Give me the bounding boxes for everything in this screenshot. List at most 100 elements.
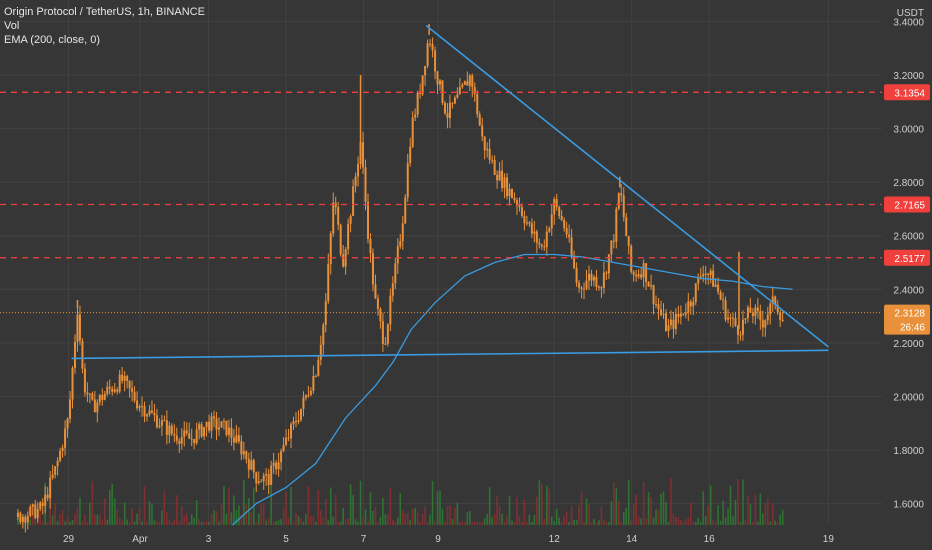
candle-body xyxy=(255,472,258,484)
candle-body xyxy=(565,227,568,235)
volume-bar xyxy=(382,497,384,525)
candle-body xyxy=(446,113,449,118)
candle-body xyxy=(453,97,456,104)
volume-bar xyxy=(754,494,757,525)
candle-body xyxy=(262,475,265,482)
candle-body xyxy=(515,200,518,206)
volume-bar xyxy=(285,492,287,525)
volume-bar xyxy=(637,516,640,525)
candle-body xyxy=(506,177,509,197)
candle-body xyxy=(563,219,566,228)
volume-bar xyxy=(570,506,573,525)
candle-body xyxy=(625,217,628,237)
level-tag-label: 2.7165 xyxy=(894,201,925,212)
volume-bar xyxy=(541,483,543,525)
volume-bar xyxy=(747,495,749,525)
candle-body xyxy=(416,92,419,115)
volume-bar xyxy=(508,495,511,525)
candle-body xyxy=(185,430,188,434)
volume-bar xyxy=(302,521,305,525)
candle-body xyxy=(376,298,379,309)
volume-bar xyxy=(545,485,548,525)
candle-body xyxy=(76,314,79,342)
volume-bar xyxy=(153,520,156,525)
candle-body xyxy=(143,406,146,417)
candle-body xyxy=(111,388,114,392)
candle-body xyxy=(374,284,377,299)
candle-body xyxy=(280,451,283,463)
volume-bar xyxy=(431,480,434,525)
volume-bar xyxy=(205,520,208,525)
candle-body xyxy=(652,285,655,305)
x-tick-label: 12 xyxy=(549,534,561,545)
volume-bar xyxy=(434,521,436,525)
candle-body xyxy=(203,427,206,437)
candle-body xyxy=(707,273,710,275)
volume-bar xyxy=(230,512,233,525)
volume-bar xyxy=(265,520,267,525)
volume-bar xyxy=(536,496,538,525)
legend-ema[interactable]: EMA (200, close, 0) xyxy=(4,34,100,46)
candle-body xyxy=(478,114,481,126)
volume-bar xyxy=(399,493,402,525)
candle-body xyxy=(101,394,104,400)
candle-body xyxy=(175,435,178,441)
volume-bar xyxy=(290,486,292,525)
volume-bar xyxy=(642,481,645,525)
volume-bar xyxy=(86,521,89,525)
volume-bar xyxy=(394,521,397,525)
volume-bar xyxy=(717,505,719,525)
volume-bar xyxy=(379,516,382,525)
candle-body xyxy=(647,282,650,287)
volume-bar xyxy=(615,487,618,525)
level-tag xyxy=(884,196,930,213)
legend-vol[interactable]: Vol xyxy=(4,20,20,32)
volume-bar xyxy=(404,513,407,525)
volume-bar xyxy=(416,512,419,525)
candle-body xyxy=(669,319,672,326)
candle-body xyxy=(662,313,665,315)
candle-body xyxy=(270,465,273,485)
volume-bar xyxy=(128,521,131,525)
candle-body xyxy=(620,193,623,196)
volume-bar xyxy=(488,487,491,525)
candle-body xyxy=(511,189,514,198)
candle-body xyxy=(612,240,615,242)
volume-bar xyxy=(148,501,151,525)
candle-body xyxy=(468,75,471,86)
volume-bar xyxy=(409,520,412,525)
volume-bar xyxy=(531,521,533,525)
volume-bar xyxy=(697,518,700,525)
volume-bar xyxy=(486,513,488,525)
candle-body xyxy=(424,66,427,76)
volume-bar xyxy=(503,521,506,525)
volume-bar xyxy=(667,521,670,525)
candle-body xyxy=(595,276,598,287)
candle-body xyxy=(113,389,116,392)
volume-bar xyxy=(617,501,620,525)
volume-bar xyxy=(692,521,695,525)
candle-body xyxy=(550,214,553,229)
volume-bar xyxy=(528,514,531,525)
volume-bar xyxy=(580,491,583,525)
legend-symbol[interactable]: Origin Protocol / TetherUS, 1h, BINANCE xyxy=(4,6,205,18)
candle-body xyxy=(265,474,268,476)
candle-body xyxy=(602,272,605,288)
candle-body xyxy=(302,397,305,409)
candle-body xyxy=(518,205,521,208)
volume-bar xyxy=(568,521,570,525)
candle-body xyxy=(578,282,581,288)
candle-body xyxy=(309,390,312,395)
volume-bar xyxy=(46,521,49,525)
volume-bar xyxy=(722,500,724,525)
volume-bar xyxy=(223,485,225,525)
volume-bar xyxy=(29,519,32,525)
volume-bar xyxy=(605,521,608,525)
candle-body xyxy=(734,318,737,326)
volume-bar xyxy=(742,479,744,525)
candle-body xyxy=(543,246,546,248)
candle-body xyxy=(324,301,327,325)
volume-bar xyxy=(185,513,188,525)
level-tag xyxy=(884,84,930,101)
